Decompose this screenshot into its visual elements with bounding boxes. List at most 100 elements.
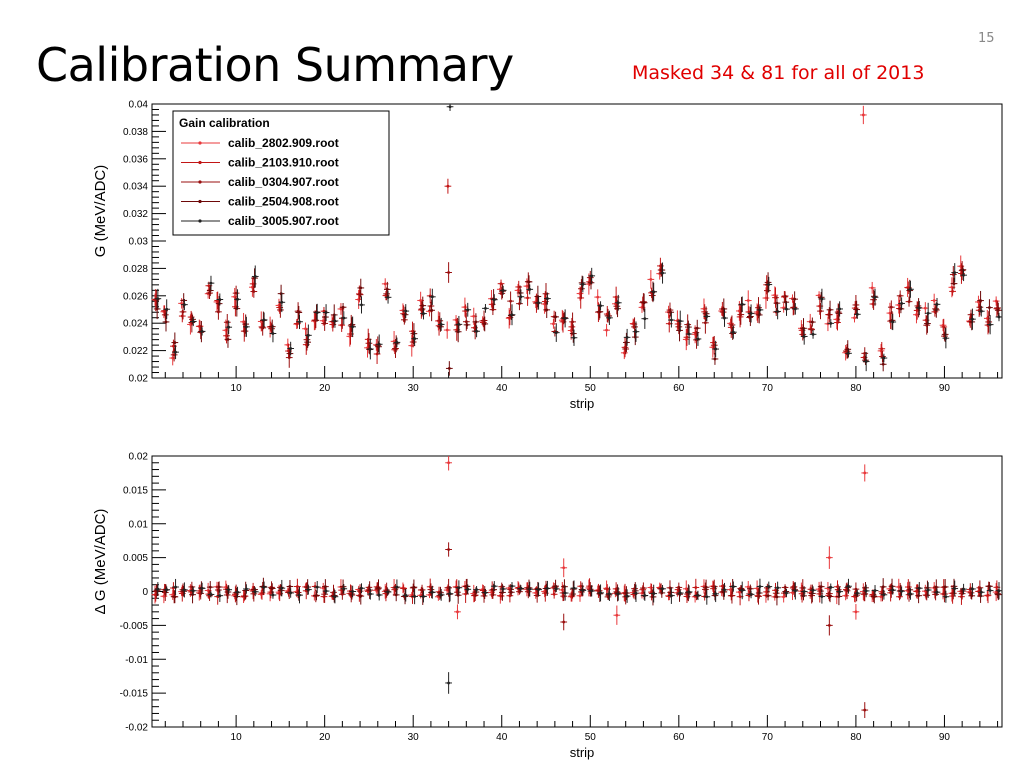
x-tick-label: 40 (496, 732, 508, 743)
data-point (526, 284, 534, 295)
marker (298, 320, 301, 324)
marker (953, 271, 957, 274)
data-point (782, 295, 790, 309)
data-point (977, 587, 985, 597)
data-point (984, 587, 992, 604)
data-point (497, 279, 505, 288)
marker (971, 587, 974, 591)
data-point (163, 299, 171, 320)
data-point (550, 589, 558, 599)
data-point (744, 290, 752, 311)
data-point (640, 582, 647, 594)
data-point (198, 327, 206, 336)
x-tick-label: 30 (408, 732, 420, 743)
marker (829, 321, 833, 325)
marker (395, 585, 399, 589)
marker (545, 308, 549, 312)
data-point (889, 313, 897, 331)
marker (552, 592, 556, 596)
marker (172, 353, 176, 357)
marker (917, 586, 921, 590)
data-point (675, 582, 683, 593)
data-point (234, 586, 241, 598)
data-point (277, 302, 284, 318)
data-points (151, 456, 1003, 718)
marker (704, 585, 708, 589)
data-point (853, 588, 860, 602)
data-point (535, 296, 542, 310)
marker (764, 296, 768, 300)
marker (360, 303, 363, 307)
data-point (756, 578, 764, 595)
marker (360, 586, 363, 590)
data-point (234, 289, 241, 310)
marker (854, 610, 858, 614)
marker (324, 311, 328, 314)
marker (457, 586, 461, 590)
marker (411, 329, 414, 333)
data-point (859, 105, 867, 125)
data-point (960, 583, 967, 595)
data-point (951, 263, 959, 283)
data-point (685, 323, 693, 345)
data-point (482, 303, 489, 313)
data-point (923, 315, 931, 335)
data-point (747, 584, 754, 593)
data-point (411, 588, 418, 605)
data-point (880, 353, 888, 363)
marker (236, 590, 239, 594)
data-point (702, 582, 709, 597)
marker (562, 594, 566, 598)
data-point (799, 579, 807, 597)
marker (359, 594, 363, 598)
y-tick-label: 0.01 (129, 519, 149, 530)
data-point (668, 587, 675, 604)
marker (289, 347, 293, 350)
marker (562, 566, 566, 570)
marker (774, 296, 777, 300)
data-point (258, 586, 266, 600)
data-point (339, 303, 347, 312)
marker (942, 325, 946, 329)
data-point (721, 582, 728, 597)
data-point (321, 585, 329, 603)
data-point (383, 582, 390, 598)
marker (165, 588, 169, 592)
marker (608, 592, 611, 596)
marker (280, 586, 284, 590)
marker (385, 287, 389, 291)
marker (944, 595, 948, 599)
data-point (427, 301, 435, 311)
marker (466, 587, 470, 591)
marker (306, 333, 310, 337)
data-point (206, 581, 214, 594)
data-point (260, 312, 268, 328)
marker (483, 322, 487, 326)
data-point (499, 584, 506, 601)
data-point (703, 311, 711, 322)
marker (260, 591, 264, 595)
data-point (730, 325, 737, 339)
marker (740, 302, 744, 306)
data-point (809, 329, 817, 339)
data-point (286, 580, 294, 593)
data-point (941, 585, 948, 603)
data-point (251, 265, 259, 288)
y-tick-label: 0.022 (123, 346, 148, 357)
marker (723, 316, 726, 320)
data-point (207, 275, 215, 291)
marker (801, 586, 805, 590)
data-point (650, 282, 658, 301)
data-point (225, 585, 233, 595)
data-point (268, 583, 276, 594)
marker (395, 341, 399, 344)
marker (563, 316, 567, 320)
data-point (710, 335, 718, 355)
data-point (738, 581, 746, 600)
data-point (694, 590, 702, 601)
marker (509, 299, 512, 303)
data-point (472, 313, 480, 331)
data-point (951, 580, 959, 597)
y-tick-label: 0.03 (129, 237, 149, 248)
marker (422, 595, 425, 598)
